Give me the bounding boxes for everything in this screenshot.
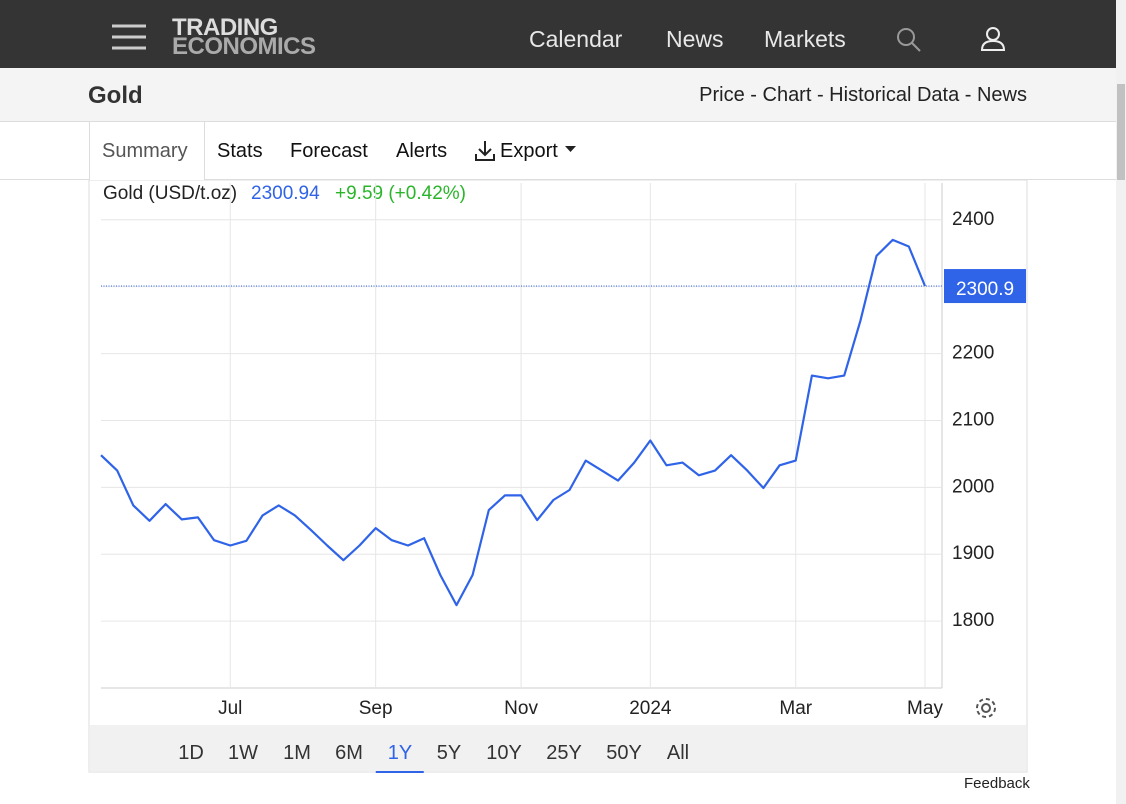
legend-change: +9.59 (+0.42%) — [335, 183, 466, 204]
range-button[interactable]: 6M — [335, 742, 363, 764]
range-button[interactable]: All — [666, 742, 690, 764]
range-bar — [90, 725, 1026, 771]
nav-link[interactable]: Markets — [764, 26, 846, 52]
range-button[interactable]: 1W — [228, 742, 258, 764]
nav-link[interactable]: Calendar — [529, 26, 623, 52]
x-tick-label: May — [907, 698, 943, 719]
chart-frame — [88, 179, 1028, 773]
range-button[interactable]: 50Y — [606, 742, 642, 764]
x-tick-label: Sep — [359, 698, 393, 719]
tab[interactable]: Forecast — [290, 140, 368, 162]
x-tick-label: 2024 — [629, 698, 672, 719]
tab[interactable]: Export — [500, 140, 558, 162]
x-tick-label: Nov — [504, 698, 538, 719]
feedback-link[interactable]: Feedback — [964, 775, 1030, 792]
menu-icon[interactable] — [112, 24, 146, 50]
nav-link[interactable]: News — [666, 26, 724, 52]
tab-active — [89, 122, 205, 180]
logo[interactable]: ECONOMICS — [172, 33, 316, 60]
plot: 1800 1900 2000 2100 2200 2400 Jul Sep Nov 2024 Mar… — [100, 183, 1026, 719]
scrollbar-thumb[interactable] — [1117, 84, 1125, 180]
download-icon[interactable] — [474, 140, 496, 162]
top-bar — [0, 0, 1116, 68]
y-tick-label: 2400 — [952, 209, 994, 230]
tab[interactable]: Summary — [102, 140, 188, 162]
last-price-label: 2300.9 — [956, 279, 1014, 300]
tab-divider — [0, 179, 1116, 180]
y-tick-label: 2200 — [952, 343, 994, 364]
y-tick-label: 1800 — [952, 610, 994, 631]
last-price-box — [944, 269, 1026, 304]
y-tick-label: 1900 — [952, 543, 994, 564]
y-tick-label: 2100 — [952, 409, 994, 430]
logo[interactable]: TRADING — [172, 14, 278, 41]
price-line — [100, 238, 927, 607]
tab[interactable]: Alerts — [396, 140, 448, 162]
legend-price: 2300.94 — [251, 183, 320, 204]
user-icon[interactable] — [980, 26, 1006, 52]
search-icon[interactable] — [896, 27, 922, 53]
x-tick-label: Jul — [218, 698, 242, 719]
page-links[interactable]: Price - Chart - Historical Data - News — [699, 84, 1027, 106]
legend-name: Gold (USD/t.oz) — [103, 183, 237, 204]
tab[interactable]: Stats — [217, 140, 263, 162]
range-button[interactable]: 25Y — [546, 742, 582, 764]
scrollbar — [1116, 0, 1126, 804]
settings-icon[interactable] — [976, 698, 996, 718]
x-tick-label: Mar — [779, 698, 812, 719]
sub-header — [0, 68, 1116, 122]
range-button[interactable]: 1D — [178, 742, 204, 764]
y-tick-label: 2000 — [952, 476, 994, 497]
range-button[interactable]: 1Y — [375, 742, 425, 773]
range-button[interactable]: 1M — [283, 742, 311, 764]
caret-icon[interactable] — [565, 146, 577, 154]
range-button[interactable]: 10Y — [486, 742, 522, 764]
page-title: Gold — [88, 82, 143, 109]
range-button[interactable]: 5Y — [436, 742, 462, 764]
